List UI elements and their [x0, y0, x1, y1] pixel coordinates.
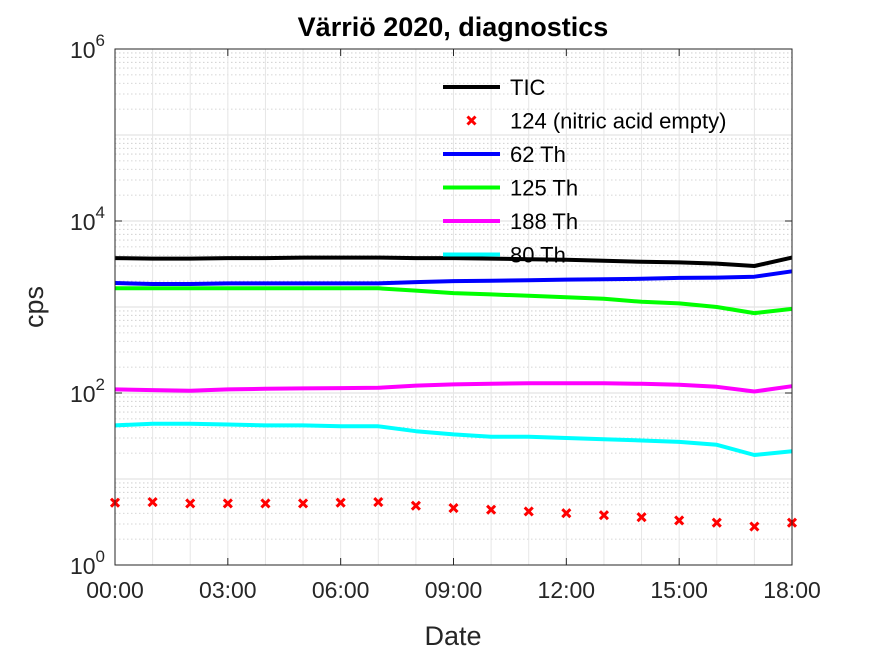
data-point-124: [636, 512, 647, 523]
data-point-124: [523, 506, 534, 517]
x-axis-label: Date: [424, 621, 481, 651]
x-tick-labels: 00:00 03:00 06:00 09:00 12:00 15:00 18:00: [86, 577, 821, 603]
legend-label-188: 188 Th: [510, 209, 578, 234]
series-line-188: [114, 381, 793, 394]
data-point-124: [335, 497, 346, 508]
series-line-125: [115, 286, 793, 316]
x-tick-label: 12:00: [538, 577, 596, 603]
y-tick-label: 100: [70, 547, 105, 579]
y-tick-label: 102: [70, 375, 105, 407]
legend-label-62: 62 Th: [510, 142, 566, 167]
x-tick-label: 09:00: [425, 577, 483, 603]
legend: TIC 124 (nitric acid empty) 62 Th 125 Th 188…: [443, 75, 726, 268]
data-point-124: [185, 498, 196, 509]
x-tick-label: 15:00: [650, 577, 708, 603]
data-point-124: [222, 498, 233, 509]
legend-marker-124: [466, 115, 477, 126]
x-tick-label: 00:00: [86, 577, 144, 603]
legend-label-124: 124 (nitric acid empty): [510, 109, 726, 134]
data-point-124: [711, 517, 722, 528]
x-tick-label: 03:00: [199, 577, 257, 603]
data-point-124: [448, 502, 459, 514]
x-tick-label: 18:00: [763, 577, 821, 603]
legend-label-125: 125 Th: [510, 176, 578, 201]
y-axis-label: cps: [19, 286, 49, 328]
data-point-124: [674, 515, 685, 526]
chart-title: Värriö 2020, diagnostics: [298, 12, 609, 42]
x-tick-label: 06:00: [312, 577, 370, 603]
series-layer: [109, 255, 798, 532]
data-point-124: [410, 500, 421, 511]
axis-ticks: [114, 48, 793, 566]
data-point-124: [297, 498, 309, 509]
legend-label-tic: TIC: [510, 75, 546, 100]
series-line-tic: [114, 255, 793, 268]
data-point-124: [260, 498, 271, 509]
y-tick-labels: 100 102 104 106: [70, 31, 105, 579]
y-tick-label: 106: [70, 31, 105, 63]
y-tick-label: 104: [70, 203, 105, 235]
series-line-80: [114, 421, 793, 457]
data-point-124: [749, 521, 760, 532]
data-point-124: [486, 504, 497, 515]
data-point-124: [561, 508, 572, 519]
legend-label-80: 80 Th: [510, 243, 566, 268]
data-point-124: [147, 496, 158, 508]
data-point-124: [373, 496, 384, 508]
series-line-62: [114, 269, 793, 286]
data-point-124: [598, 510, 610, 521]
